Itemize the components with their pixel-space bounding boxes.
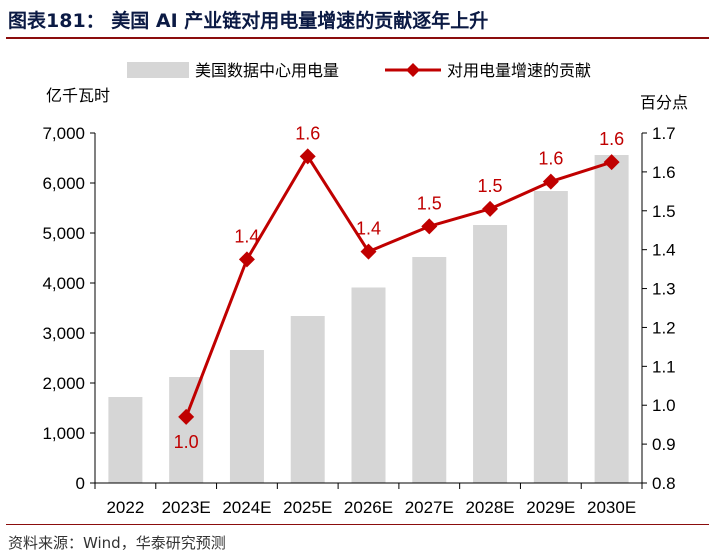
left-tick-label: 3,000 <box>42 324 85 343</box>
legend-line-marker <box>406 63 420 77</box>
x-tick-label: 2022 <box>106 498 144 517</box>
left-tick-label: 5,000 <box>42 224 85 243</box>
contribution-line <box>184 154 613 418</box>
bar-2030E <box>594 155 629 483</box>
right-tick-label: 1.1 <box>652 357 676 376</box>
data-label-2028E: 1.5 <box>478 176 503 196</box>
left-tick-label: 1,000 <box>42 424 85 443</box>
title-divider <box>6 37 709 39</box>
source-note: 资料来源：Wind，华泰研究预测 <box>8 534 226 552</box>
contribution-marker-2025E <box>299 148 316 165</box>
data-label-2025E: 1.6 <box>295 123 320 143</box>
x-tick-label: 2028E <box>465 498 514 517</box>
data-label-2030E: 1.6 <box>599 129 624 149</box>
data-label-2029E: 1.6 <box>538 149 563 169</box>
legend-bar-swatch <box>127 62 189 78</box>
left-tick-label: 6,000 <box>42 174 85 193</box>
right-tick-label: 1.7 <box>652 124 676 143</box>
bar-2022 <box>108 397 143 483</box>
x-tick-label: 2024E <box>222 498 271 517</box>
data-label-2027E: 1.5 <box>417 193 442 213</box>
data-label-2023E: 1.0 <box>174 432 199 452</box>
contribution-marker-2026E <box>360 243 377 260</box>
contribution-marker-2023E <box>178 408 195 425</box>
left-tick-label: 0 <box>76 474 85 493</box>
right-tick-label: 1.0 <box>652 396 676 415</box>
data-label-2026E: 1.4 <box>356 219 381 239</box>
x-tick-label: 2023E <box>162 498 211 517</box>
bar-2026E <box>351 287 386 483</box>
right-tick-label: 1.2 <box>652 318 676 337</box>
contribution-marker-2028E <box>482 200 499 217</box>
bar-2028E <box>473 225 508 483</box>
bar-2024E <box>229 350 264 483</box>
contribution-marker-2029E <box>542 173 559 190</box>
bar-2023E <box>169 377 204 483</box>
legend-line-label: 对用电量增速的贡献 <box>447 61 591 80</box>
chart-title: 图表181： 美国 AI 产业链对用电量增速的贡献逐年上升 <box>8 10 489 32</box>
x-tick-label: 2030E <box>587 498 636 517</box>
left-tick-label: 7,000 <box>42 124 85 143</box>
x-tick-label: 2029E <box>526 498 575 517</box>
data-label-2024E: 1.4 <box>234 226 259 246</box>
right-axis-unit: 百分点 <box>640 93 688 112</box>
right-tick-label: 1.3 <box>652 280 676 299</box>
right-tick-label: 1.6 <box>652 163 676 182</box>
x-tick-label: 2026E <box>344 498 393 517</box>
right-tick-label: 1.4 <box>652 241 676 260</box>
left-tick-label: 4,000 <box>42 274 85 293</box>
bar-2029E <box>533 191 568 483</box>
x-tick-label: 2025E <box>283 498 332 517</box>
right-tick-label: 1.5 <box>652 202 676 221</box>
footer-divider <box>6 524 709 525</box>
contribution-marker-2024E <box>238 251 255 268</box>
left-tick-label: 2,000 <box>42 374 85 393</box>
bar-2025E <box>290 316 325 483</box>
contribution-marker-2027E <box>421 218 438 235</box>
right-tick-label: 0.8 <box>652 474 676 493</box>
left-axis-unit: 亿千瓦时 <box>46 86 110 105</box>
legend-bar-label: 美国数据中心用电量 <box>195 61 339 80</box>
x-tick-label: 2027E <box>405 498 454 517</box>
contribution-marker-2030E <box>603 154 620 171</box>
right-tick-label: 0.9 <box>652 435 676 454</box>
bar-2027E <box>412 257 447 483</box>
